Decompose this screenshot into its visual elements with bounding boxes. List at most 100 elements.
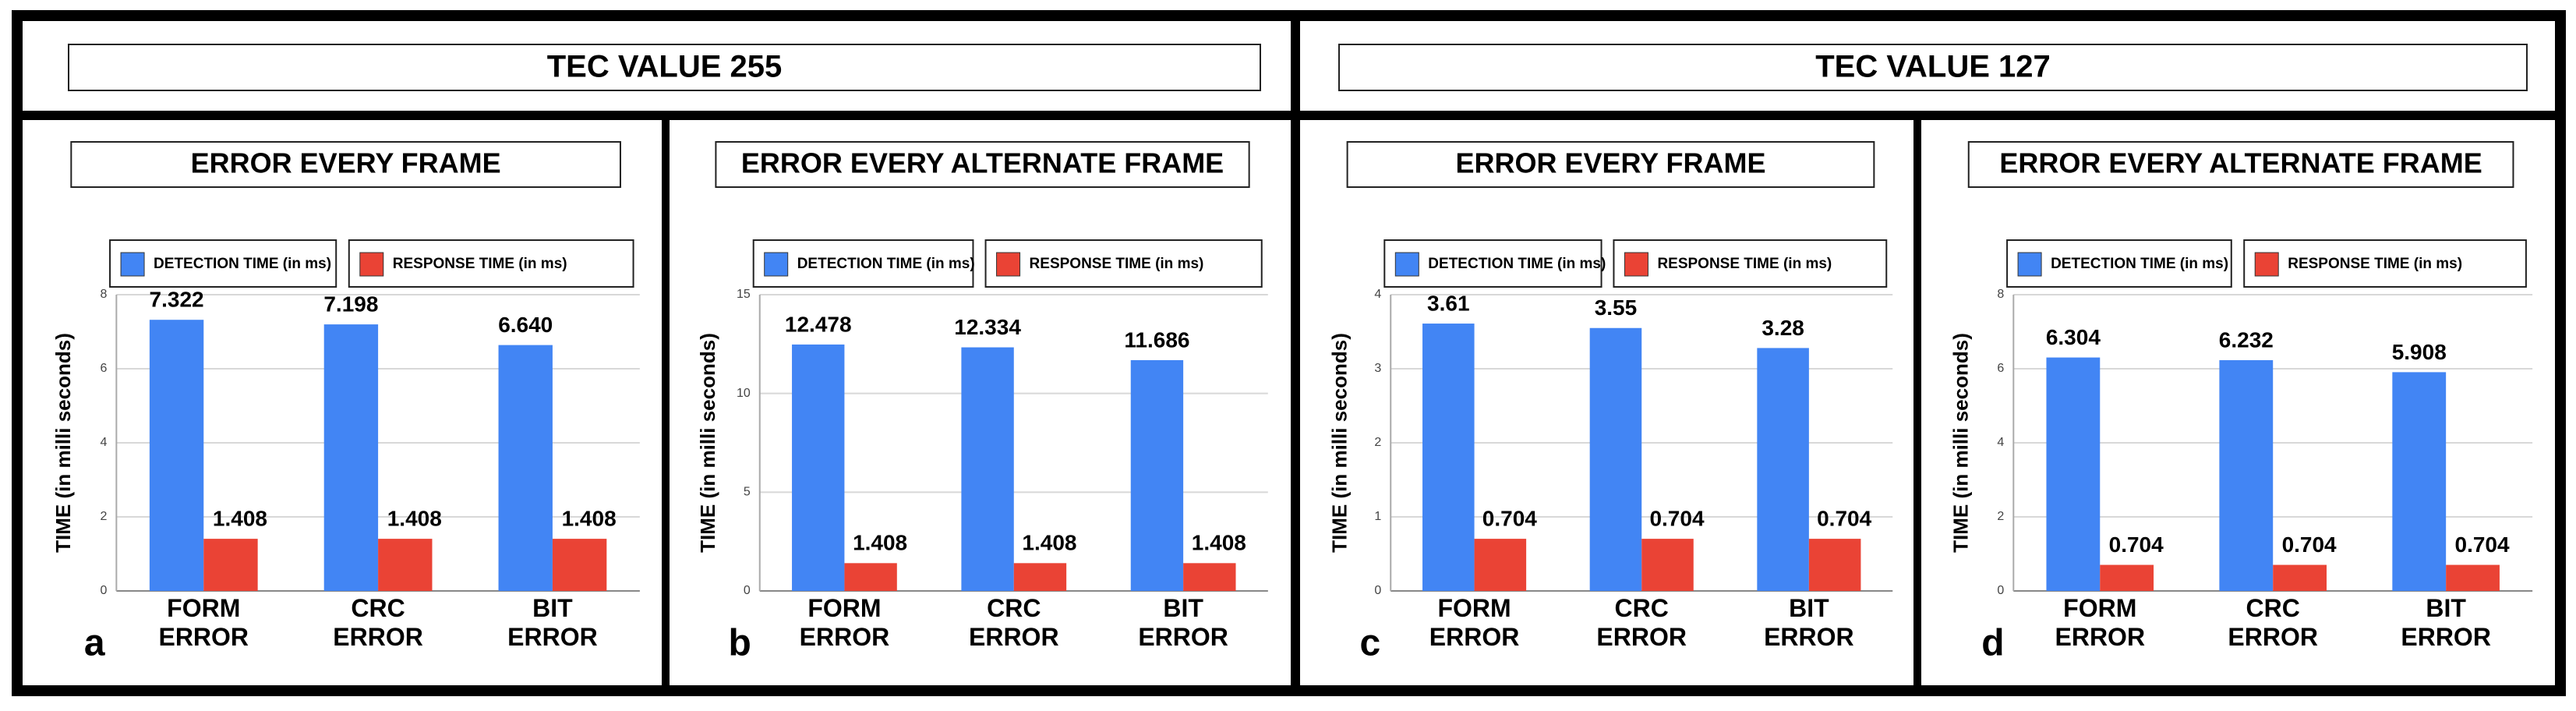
legend-box — [1613, 239, 1888, 288]
x-tick-label: CRC ERROR — [2228, 594, 2318, 651]
legend-swatch — [2017, 252, 2042, 277]
value-label: 1.408 — [562, 507, 617, 531]
value-label: 0.704 — [2282, 532, 2337, 557]
bar — [2046, 357, 2101, 591]
y-axis-label: TIME (in milli seconds) — [51, 333, 75, 553]
x-tick-label: CRC ERROR — [968, 594, 1059, 651]
bar — [1474, 539, 1527, 591]
value-label: 0.704 — [2109, 532, 2164, 557]
value-label: 7.198 — [323, 292, 378, 316]
bar — [552, 539, 607, 591]
x-tick-label-box: BIT ERROR — [2401, 594, 2491, 651]
value-label: 3.28 — [1762, 316, 1804, 340]
x-tick-label-box: CRC ERROR — [968, 594, 1059, 651]
bar — [1422, 324, 1475, 591]
legend-box — [109, 239, 337, 288]
value-label: 0.704 — [1649, 507, 1704, 531]
chart-title-box — [70, 141, 621, 188]
y-tick-label: 3 — [1374, 362, 1381, 375]
x-tick-label: BIT ERROR — [1138, 594, 1228, 651]
y-tick-label: 0 — [100, 584, 107, 597]
legend-box — [348, 239, 634, 288]
x-tick-label-box: BIT ERROR — [1138, 594, 1228, 651]
legend-label: RESPONSE TIME (in ms) — [393, 256, 567, 272]
bar — [961, 347, 1014, 591]
panel-letter: c — [1360, 623, 1381, 664]
bar — [2219, 359, 2274, 591]
header-title: TEC VALUE 127 — [1815, 50, 2051, 84]
legend-label: RESPONSE TIME (in ms) — [1657, 256, 1832, 272]
x-tick-label-box: FORM ERROR — [799, 594, 890, 651]
y-tick-label: 15 — [737, 288, 751, 301]
chart-title-box — [1346, 141, 1875, 188]
x-tick-label: FORM ERROR — [1429, 594, 1520, 651]
legend-box — [2006, 239, 2232, 288]
value-label: 0.704 — [1817, 507, 1871, 531]
bar — [2446, 564, 2500, 591]
y-tick-label: 8 — [1997, 288, 2004, 301]
value-label: 3.55 — [1595, 295, 1638, 320]
legend-box — [984, 239, 1263, 288]
x-tick-label: BIT ERROR — [507, 594, 598, 651]
x-tick-label: FORM ERROR — [2055, 594, 2146, 651]
header-box — [68, 44, 1261, 91]
legend-label: DETECTION TIME (in ms) — [2051, 256, 2228, 272]
legend-swatch — [1394, 252, 1419, 277]
legend-label: RESPONSE TIME (in ms) — [2288, 256, 2462, 272]
bar — [844, 563, 897, 591]
bar — [1013, 563, 1067, 591]
y-tick-label: 8 — [100, 288, 107, 301]
y-tick-label: 4 — [1997, 436, 2004, 449]
value-label: 12.334 — [954, 315, 1021, 339]
y-axis-label: TIME (in milli seconds) — [1328, 333, 1352, 553]
x-tick-label-box: BIT ERROR — [507, 594, 598, 651]
bar — [323, 324, 379, 591]
x-tick-label: BIT ERROR — [1764, 594, 1854, 651]
outer-border — [12, 10, 2566, 696]
y-tick-label: 0 — [1374, 584, 1381, 597]
value-label: 5.908 — [2392, 340, 2447, 364]
y-tick-label: 1 — [1374, 510, 1381, 523]
bar — [2273, 564, 2327, 591]
value-label: 1.408 — [853, 531, 907, 555]
bar — [792, 344, 845, 591]
value-label: 0.704 — [2455, 532, 2510, 557]
legend-swatch — [120, 252, 145, 277]
x-tick-label-box: FORM ERROR — [1429, 594, 1520, 651]
legend-label: DETECTION TIME (in ms) — [1428, 256, 1606, 272]
bar — [1183, 563, 1236, 591]
y-axis-label: TIME (in milli seconds) — [696, 333, 719, 553]
panel-letter: a — [84, 623, 105, 664]
bar — [1808, 539, 1861, 591]
x-tick-label: FORM ERROR — [799, 594, 890, 651]
y-tick-label: 2 — [100, 510, 107, 523]
bar — [378, 539, 433, 591]
x-tick-label: BIT ERROR — [2401, 594, 2491, 651]
chart-title-box — [1967, 141, 2514, 188]
legend-box — [2243, 239, 2527, 288]
legend-box — [752, 239, 974, 288]
chart-title: ERROR EVERY FRAME — [191, 147, 501, 179]
y-tick-label: 0 — [1997, 584, 2004, 597]
legend-label: DETECTION TIME (in ms) — [797, 256, 975, 272]
bar — [2100, 564, 2154, 591]
legend-swatch — [359, 252, 384, 277]
y-tick-label: 6 — [100, 362, 107, 375]
value-label: 1.408 — [1022, 531, 1076, 555]
y-tick-label: 0 — [744, 584, 751, 597]
legend-box — [1383, 239, 1602, 288]
value-label: 3.61 — [1427, 291, 1470, 315]
y-tick-label: 4 — [1374, 288, 1381, 301]
legend-swatch — [764, 252, 789, 277]
x-tick-label-box: CRC ERROR — [1596, 594, 1687, 651]
panel-letter: b — [729, 623, 751, 664]
value-label: 7.322 — [150, 288, 204, 312]
y-tick-label: 2 — [1374, 436, 1381, 449]
legend-swatch — [1624, 252, 1648, 277]
x-tick-label-box: FORM ERROR — [158, 594, 249, 651]
y-tick-label: 2 — [1997, 510, 2004, 523]
header-box — [1338, 44, 2528, 91]
header-title: TEC VALUE 255 — [547, 50, 783, 84]
